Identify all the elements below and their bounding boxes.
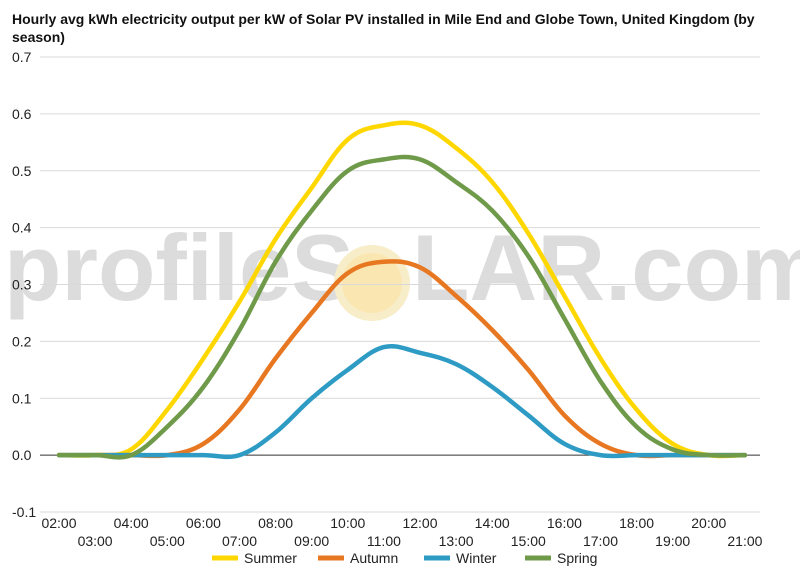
x-tick-label: 11:00 bbox=[367, 533, 401, 549]
chart-title: Hourly avg kWh electricity output per kW… bbox=[12, 11, 755, 45]
y-tick-label: 0.6 bbox=[12, 106, 32, 122]
x-tick-label: 15:00 bbox=[511, 533, 546, 549]
x-tick-label: 03:00 bbox=[78, 533, 113, 549]
legend: Summer Autumn Winter Spring bbox=[212, 550, 597, 566]
legend-label-winter: Winter bbox=[456, 550, 497, 566]
x-tick-label: 13:00 bbox=[439, 533, 474, 549]
y-tick-label: -0.1 bbox=[12, 504, 36, 520]
x-tick-label: 04:00 bbox=[114, 515, 149, 531]
y-tick-label: 0.0 bbox=[12, 447, 32, 463]
y-tick-label: 0.1 bbox=[12, 390, 32, 406]
x-tick-label: 14:00 bbox=[475, 515, 510, 531]
x-tick-label: 10:00 bbox=[330, 515, 365, 531]
y-tick-label: 0.7 bbox=[12, 49, 32, 65]
legend-label-autumn: Autumn bbox=[350, 550, 398, 566]
x-tick-label: 20:00 bbox=[691, 515, 726, 531]
x-tick-label: 07:00 bbox=[222, 533, 257, 549]
x-tick-label: 09:00 bbox=[294, 533, 329, 549]
x-tick-label: 06:00 bbox=[186, 515, 221, 531]
x-tick-label: 17:00 bbox=[583, 533, 618, 549]
legend-label-summer: Summer bbox=[244, 550, 297, 566]
y-axis-ticks: -0.1 0.0 0.1 0.2 0.3 0.4 0.5 0.6 0.7 bbox=[12, 49, 36, 520]
x-tick-label: 16:00 bbox=[547, 515, 582, 531]
legend-label-spring: Spring bbox=[557, 550, 597, 566]
y-tick-label: 0.3 bbox=[12, 277, 32, 293]
x-tick-label: 02:00 bbox=[41, 515, 76, 531]
x-tick-label: 08:00 bbox=[258, 515, 293, 531]
series-line-summer bbox=[56, 120, 748, 459]
watermark: profileS LAR.com bbox=[4, 215, 800, 321]
y-tick-label: 0.4 bbox=[12, 220, 32, 236]
x-tick-label: 19:00 bbox=[655, 533, 690, 549]
series-line-winter bbox=[56, 343, 748, 460]
series-line-spring bbox=[56, 154, 748, 460]
x-tick-label: 18:00 bbox=[619, 515, 654, 531]
x-tick-label: 21:00 bbox=[727, 533, 762, 549]
x-axis-ticks: 02:0003:0004:0005:0006:0007:0008:0009:00… bbox=[41, 515, 762, 549]
watermark-text-left: profileS bbox=[4, 215, 354, 320]
x-tick-label: 12:00 bbox=[402, 515, 437, 531]
y-tick-label: 0.2 bbox=[12, 333, 32, 349]
y-tick-label: 0.5 bbox=[12, 163, 32, 179]
x-tick-label: 05:00 bbox=[150, 533, 185, 549]
watermark-text-right: LAR.com bbox=[412, 215, 800, 320]
series-lines bbox=[56, 120, 748, 460]
